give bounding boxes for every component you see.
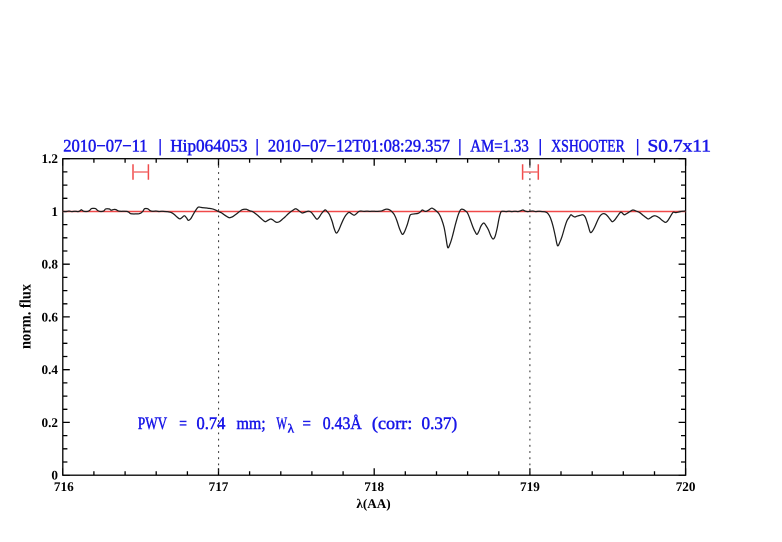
svg-text:718: 718: [364, 479, 384, 494]
svg-text:XSHOOTER: XSHOOTER: [551, 135, 625, 155]
svg-text:(corr:: (corr:: [372, 413, 412, 433]
svg-text:0.37): 0.37): [422, 413, 458, 433]
svg-text:norm. flux: norm. flux: [18, 284, 35, 349]
svg-text:W: W: [276, 413, 287, 433]
svg-text:mm;: mm;: [237, 413, 266, 433]
svg-text:0: 0: [51, 468, 58, 483]
svg-text:PWV: PWV: [138, 413, 167, 433]
svg-text:717: 717: [209, 479, 229, 494]
svg-text:716: 716: [54, 479, 74, 494]
svg-text:|: |: [636, 135, 640, 155]
svg-text:S0.7x11: S0.7x11: [648, 135, 712, 155]
svg-text:0.74: 0.74: [197, 413, 226, 433]
svg-text:|: |: [539, 135, 543, 155]
svg-text:0.4: 0.4: [42, 362, 59, 377]
svg-text:|: |: [458, 135, 462, 155]
svg-text:Hip064053: Hip064053: [170, 135, 247, 155]
svg-text:1.2: 1.2: [42, 151, 59, 166]
svg-text:|: |: [255, 135, 259, 155]
svg-text:2010−07−11: 2010−07−11: [63, 135, 147, 155]
svg-text:λ: λ: [288, 421, 294, 435]
svg-text:=: =: [179, 413, 187, 433]
svg-text:λ(AA): λ(AA): [356, 496, 390, 511]
svg-text:=: =: [303, 413, 311, 433]
svg-text:0.8: 0.8: [42, 257, 59, 272]
svg-text:0.2: 0.2: [42, 415, 59, 430]
svg-text:0.43Å: 0.43Å: [323, 413, 362, 433]
svg-text:AM=1.33: AM=1.33: [470, 135, 529, 155]
svg-text:1: 1: [51, 204, 58, 219]
svg-text:|: |: [158, 135, 162, 155]
svg-text:719: 719: [520, 479, 540, 494]
svg-text:2010−07−12T01:08:29.357: 2010−07−12T01:08:29.357: [268, 135, 450, 155]
svg-text:0.6: 0.6: [42, 309, 59, 324]
svg-text:720: 720: [676, 479, 696, 494]
